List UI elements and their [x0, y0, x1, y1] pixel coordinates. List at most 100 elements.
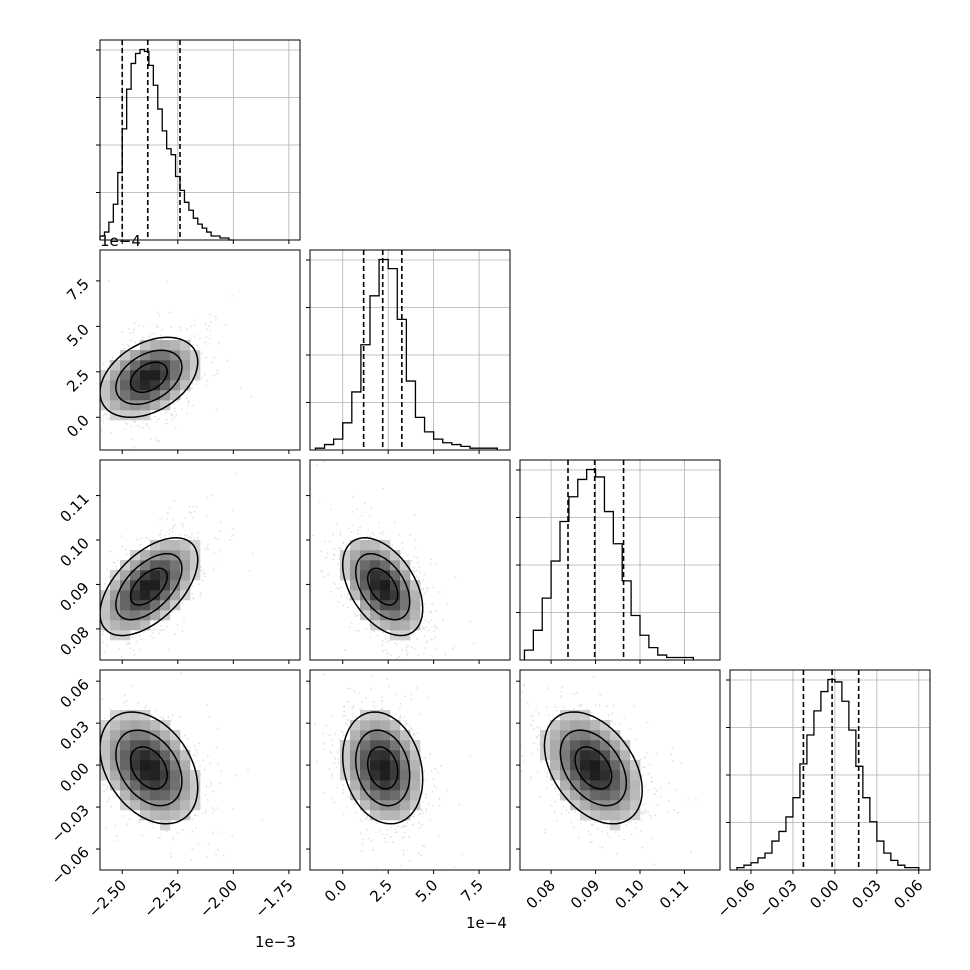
density-cell [170, 360, 181, 371]
density-cell [380, 710, 391, 721]
density-cell [350, 790, 361, 801]
density-cell [130, 390, 141, 401]
contour-2 [341, 537, 424, 637]
panel-frame [309, 459, 511, 661]
density-cell [180, 550, 191, 561]
density-cell [120, 350, 131, 361]
x-tick-label: 0.08 [523, 876, 559, 912]
contour-1 [115, 349, 183, 406]
density-cell [140, 810, 151, 821]
density-cell [190, 350, 201, 361]
density-cell [120, 600, 131, 611]
density-cell [400, 800, 411, 811]
density-cell [410, 760, 421, 771]
density-cell [150, 570, 161, 581]
density-cell [630, 790, 641, 801]
density-cell [120, 580, 131, 591]
density-cell [120, 770, 131, 781]
density-cell [160, 610, 171, 621]
hist-panel-p1 [306, 249, 511, 454]
density-cell [110, 580, 121, 591]
density-cell [180, 380, 191, 391]
density-cell [140, 370, 151, 381]
density-cell [100, 720, 111, 731]
density-cell [350, 720, 361, 731]
density-cell [580, 710, 591, 721]
density-cell [390, 810, 401, 821]
density-cell [570, 710, 581, 721]
x-tick-label: −1.75 [251, 876, 296, 921]
density-cell [580, 760, 591, 771]
density-cell [110, 760, 121, 771]
density-cell [380, 750, 391, 761]
density-cell [130, 760, 141, 771]
density-cell [180, 540, 191, 551]
density-cell [610, 810, 621, 821]
density-cell [170, 570, 181, 581]
density-cell [590, 770, 601, 781]
density-cell [160, 770, 171, 781]
density-cell [150, 750, 161, 761]
density-cell [400, 560, 411, 571]
density-cell [610, 730, 621, 741]
y-tick-label: 0.00 [56, 759, 92, 795]
density-cell [600, 810, 611, 821]
density-cell [610, 800, 621, 811]
density-cell [370, 730, 381, 741]
x-tick-labels-p0: −2.50 −2.25 −2.00 −1.75 [85, 876, 297, 921]
y-tick-label: 0.10 [56, 534, 92, 570]
density-cell [120, 380, 131, 391]
density-cell [120, 710, 131, 721]
density-cell [190, 360, 201, 371]
y-tick-label: 7.5 [63, 275, 93, 305]
density-cell [410, 580, 421, 591]
density-cell [100, 760, 111, 771]
density-cell [100, 750, 111, 761]
density-cell [150, 770, 161, 781]
density-cell [340, 750, 351, 761]
panel-frame [99, 669, 301, 871]
density-cell [150, 760, 161, 771]
density-cell [110, 360, 121, 371]
contour-1 [115, 552, 183, 621]
density-cell [100, 620, 111, 631]
density-cell [150, 610, 161, 621]
x-tick-label: 0.03 [848, 876, 884, 912]
density-cell [380, 620, 391, 631]
y-tick-label: −0.03 [48, 801, 93, 846]
density-cell [560, 770, 571, 781]
y-tick-label: 2.5 [63, 366, 93, 396]
density-cell [390, 740, 401, 751]
density-cell [170, 770, 181, 781]
density-cell [150, 540, 161, 551]
density-cell [140, 620, 151, 631]
density-cell [150, 340, 161, 351]
density-cell [360, 720, 371, 731]
density-cell [370, 600, 381, 611]
density-cell [130, 740, 141, 751]
density-cell [120, 610, 131, 621]
density-cell [110, 780, 121, 791]
density-cell [410, 780, 421, 791]
density-cell [560, 730, 571, 741]
density-cell [410, 600, 421, 611]
density-cell [610, 770, 621, 781]
density-cell [410, 610, 421, 621]
density-cell [180, 560, 191, 571]
density-cell [110, 600, 121, 611]
density-cell [130, 570, 141, 581]
density-cell [340, 560, 351, 571]
density-cell [190, 540, 201, 551]
density-cell [390, 600, 401, 611]
density-cell [160, 790, 171, 801]
density-cell [150, 380, 161, 391]
density-cell [390, 770, 401, 781]
density-cell [630, 800, 641, 811]
x-tick-label: 0.09 [567, 876, 603, 912]
density-cell [600, 730, 611, 741]
density-cell [170, 590, 181, 601]
density-cell [580, 770, 591, 781]
density-cell [170, 600, 181, 611]
x-tick-label: 0.10 [611, 876, 647, 912]
